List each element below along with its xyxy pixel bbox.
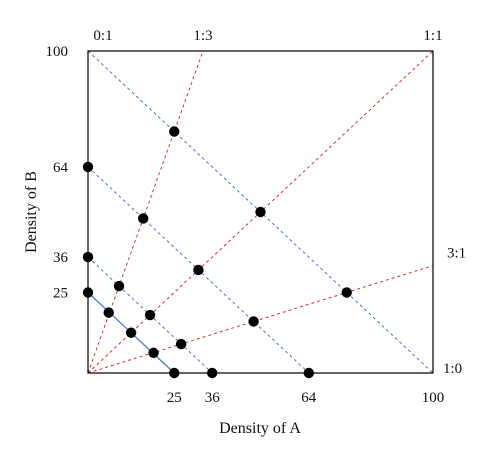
x-tick-64: 64 [301,390,317,406]
plot-frame [87,50,434,374]
x-tick-100: 100 [422,390,445,406]
data-point-8 [148,347,159,359]
data-point-11 [175,338,187,350]
data-point-12 [138,213,149,224]
y-axis-title: Density of B [23,171,40,253]
y-tick-64: 64 [53,160,69,176]
ratio-label-1-3: 1:3 [193,28,212,44]
data-point-15 [169,126,180,137]
data-point-2 [82,161,94,173]
data-point-3 [169,367,180,379]
data-point-4 [207,367,218,379]
data-point-0 [82,287,94,298]
axis-ticks: 25 36 64 100 25 36 64 100 [46,44,445,406]
data-point-14 [248,316,259,327]
ratio-line-3-1 [87,265,434,374]
data-point-17 [341,287,352,298]
data-point-9 [113,280,125,292]
data-point-7 [125,327,137,338]
y-tick-100: 100 [46,44,69,60]
x-tick-25: 25 [167,390,182,406]
ratio-label-1-0: 1:0 [443,361,462,377]
y-tick-25: 25 [53,286,68,302]
data-point-1 [82,251,94,263]
ratio-label-0-1: 0:1 [93,28,112,44]
y-tick-36: 36 [53,250,69,266]
ratio-label-1-1: 1:1 [423,28,442,44]
ratio-line-1-3 [87,50,204,374]
data-point-13 [193,264,204,276]
data-point-16 [255,206,266,218]
data-points [82,126,352,379]
data-point-6 [103,307,114,318]
ratio-label-3-1: 3:1 [447,246,466,262]
data-point-10 [144,309,156,321]
data-point-5 [303,367,314,379]
ratio-labels: 0:1 1:3 1:1 3:1 1:0 [93,28,466,377]
x-axis-title: Density of A [219,420,301,437]
x-tick-36: 36 [205,390,221,406]
